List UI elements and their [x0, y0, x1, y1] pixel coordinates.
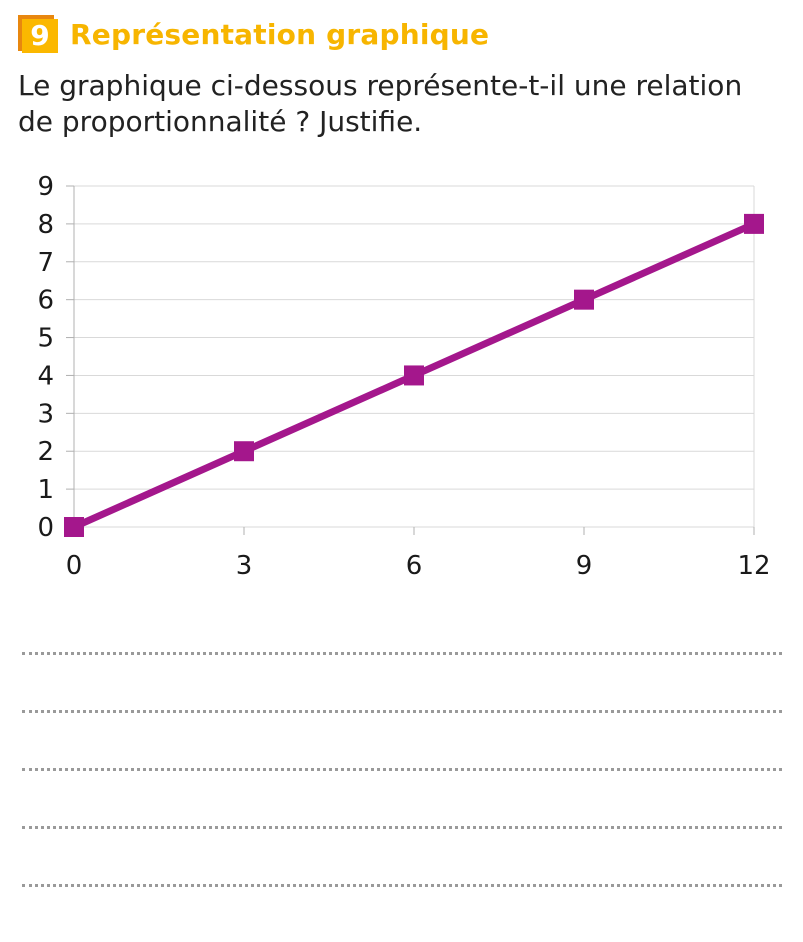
y-tick-label: 8 — [37, 210, 54, 240]
data-point-marker — [574, 289, 594, 310]
answer-line[interactable] — [22, 768, 782, 771]
answer-line[interactable] — [22, 652, 782, 655]
y-tick-label: 1 — [37, 475, 54, 505]
x-tick-label: 6 — [406, 551, 423, 581]
answer-line[interactable] — [22, 884, 782, 887]
exercise-number-badge: 9 — [18, 15, 58, 53]
data-point-marker — [64, 517, 84, 537]
x-tick-label: 9 — [576, 551, 593, 581]
y-tick-label: 4 — [37, 361, 54, 391]
y-tick-label: 3 — [37, 399, 54, 429]
data-point-marker — [744, 213, 764, 234]
exercise-number: 9 — [22, 19, 58, 53]
data-point-marker — [404, 365, 424, 386]
answer-line[interactable] — [22, 826, 782, 829]
y-tick-label: 5 — [37, 324, 54, 354]
y-tick-label: 9 — [37, 172, 54, 202]
x-tick-label: 3 — [236, 551, 253, 581]
exercise-header: 9 Représentation graphique — [18, 14, 489, 54]
question-line-1: Le graphique ci-dessous représente-t-il … — [18, 69, 743, 102]
answer-line[interactable] — [22, 710, 782, 713]
y-tick-label: 2 — [37, 437, 54, 467]
question-line-2: de proportionnalité ? Justifie. — [18, 105, 423, 138]
y-tick-label: 6 — [37, 286, 54, 316]
x-tick-label: 12 — [737, 551, 770, 581]
x-tick-label: 0 — [66, 551, 83, 581]
y-tick-label: 7 — [37, 248, 54, 278]
y-tick-label: 0 — [37, 513, 54, 543]
data-point-marker — [234, 441, 254, 462]
exercise-title: Représentation graphique — [70, 17, 490, 51]
answer-lines — [22, 652, 782, 942]
question-text: Le graphique ci-dessous représente-t-il … — [18, 68, 798, 140]
